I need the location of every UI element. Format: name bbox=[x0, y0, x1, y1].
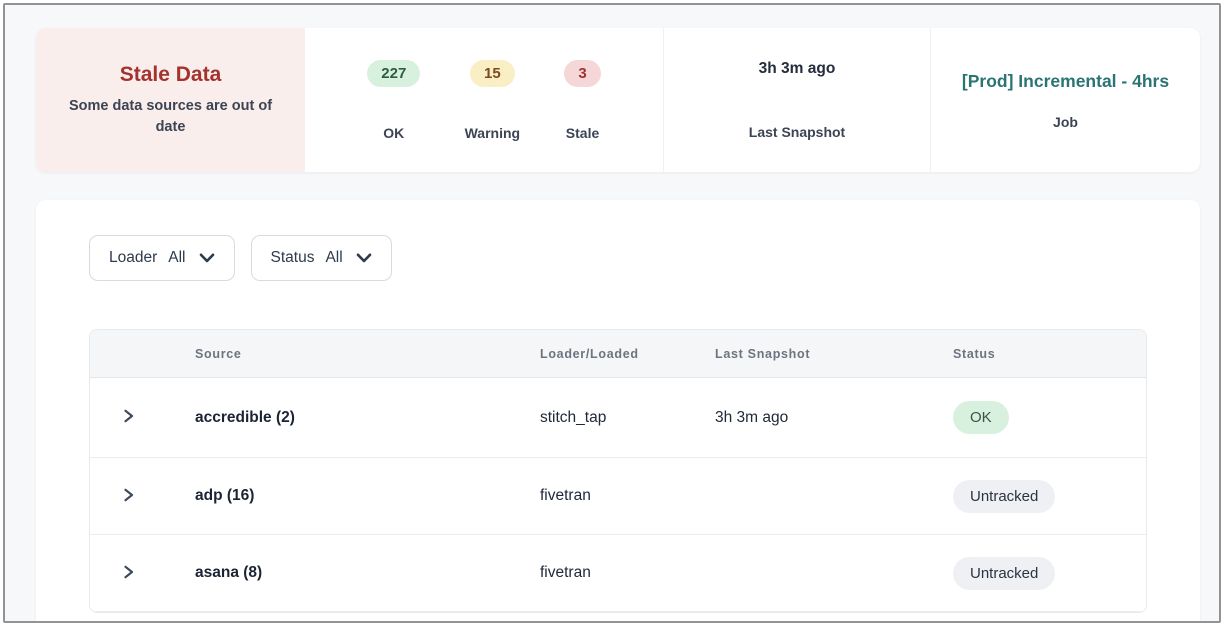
expand-row-button[interactable] bbox=[119, 485, 138, 508]
chevron-right-icon bbox=[121, 564, 136, 583]
app-window: Stale Data Some data sources are out of … bbox=[3, 3, 1221, 623]
expand-cell bbox=[90, 406, 195, 429]
count-warning: 15 Warning bbox=[464, 59, 521, 141]
ok-count-label: OK bbox=[383, 124, 405, 141]
status-counts-panel: 227 OK 15 Warning 3 Stale bbox=[305, 28, 663, 172]
expand-row-button[interactable] bbox=[119, 406, 138, 429]
sources-card: Loader All Status All Source bbox=[36, 200, 1200, 621]
status-badge: OK bbox=[953, 401, 1009, 434]
warning-count-badge: 15 bbox=[469, 59, 515, 87]
last-snapshot-panel: 3h 3m ago Last Snapshot bbox=[663, 28, 930, 172]
job-panel: [Prod] Incremental - 4hrs Job bbox=[930, 28, 1200, 172]
table-header-row: Source Loader/Loaded Last Snapshot Statu… bbox=[90, 330, 1146, 378]
chevron-down-icon bbox=[199, 253, 215, 263]
expand-cell bbox=[90, 485, 195, 508]
chevron-right-icon bbox=[121, 408, 136, 427]
status-filter-label: Status bbox=[270, 249, 315, 266]
loader-filter-value: All bbox=[168, 249, 186, 266]
loader-filter-dropdown[interactable]: Loader All bbox=[89, 235, 235, 281]
row-source: asana (8) bbox=[195, 564, 263, 581]
expand-row-button[interactable] bbox=[119, 562, 138, 585]
last-snapshot-label: Last Snapshot bbox=[748, 124, 846, 140]
job-label: Job bbox=[1053, 114, 1078, 131]
job-value: [Prod] Incremental - 4hrs bbox=[961, 70, 1170, 91]
row-loader: stitch_tap bbox=[540, 408, 607, 426]
sources-table: Source Loader/Loaded Last Snapshot Statu… bbox=[89, 329, 1147, 613]
dashboard-page: Stale Data Some data sources are out of … bbox=[5, 5, 1219, 621]
status-badge: Untracked bbox=[953, 479, 1056, 513]
last-snapshot-value: 3h 3m ago bbox=[758, 60, 836, 77]
status-filter-dropdown[interactable]: Status All bbox=[250, 235, 392, 281]
alert-subtitle: Some data sources are out of date bbox=[68, 98, 273, 135]
alert-title: Stale Data bbox=[119, 63, 222, 87]
stale-alert-panel: Stale Data Some data sources are out of … bbox=[36, 28, 305, 172]
column-header-source: Source bbox=[195, 346, 242, 361]
count-stale: 3 Stale bbox=[564, 59, 601, 141]
count-ok: 227 OK bbox=[367, 59, 421, 141]
ok-count-badge: 227 bbox=[367, 59, 421, 87]
status-cell: OK bbox=[953, 401, 1146, 434]
column-header-last-snapshot: Last Snapshot bbox=[715, 346, 811, 361]
table-row[interactable]: asana (8) fivetran Untracked bbox=[90, 535, 1146, 612]
row-source: accredible (2) bbox=[195, 408, 295, 426]
loader-filter-label: Loader bbox=[109, 249, 158, 266]
row-loader: fivetran bbox=[540, 564, 591, 581]
stale-count-badge: 3 bbox=[564, 59, 601, 87]
filter-bar: Loader All Status All bbox=[89, 235, 1200, 281]
row-loader: fivetran bbox=[540, 487, 591, 504]
table-row[interactable]: accredible (2) stitch_tap 3h 3m ago OK bbox=[90, 378, 1146, 458]
column-header-status: Status bbox=[953, 346, 996, 361]
row-source: adp (16) bbox=[195, 487, 255, 504]
column-header-loader: Loader/Loaded bbox=[540, 346, 639, 361]
table-body: accredible (2) stitch_tap 3h 3m ago OK a… bbox=[90, 378, 1146, 612]
status-badge: Untracked bbox=[953, 556, 1056, 590]
expand-cell bbox=[90, 562, 195, 585]
row-last-snapshot: 3h 3m ago bbox=[715, 408, 789, 426]
chevron-down-icon bbox=[356, 253, 372, 263]
status-cell: Untracked bbox=[953, 479, 1146, 513]
summary-card: Stale Data Some data sources are out of … bbox=[36, 28, 1200, 172]
status-cell: Untracked bbox=[953, 556, 1146, 590]
status-filter-value: All bbox=[325, 249, 343, 266]
warning-count-label: Warning bbox=[464, 124, 521, 141]
table-row[interactable]: adp (16) fivetran Untracked bbox=[90, 458, 1146, 535]
stale-count-label: Stale bbox=[565, 124, 600, 141]
chevron-right-icon bbox=[121, 487, 136, 506]
